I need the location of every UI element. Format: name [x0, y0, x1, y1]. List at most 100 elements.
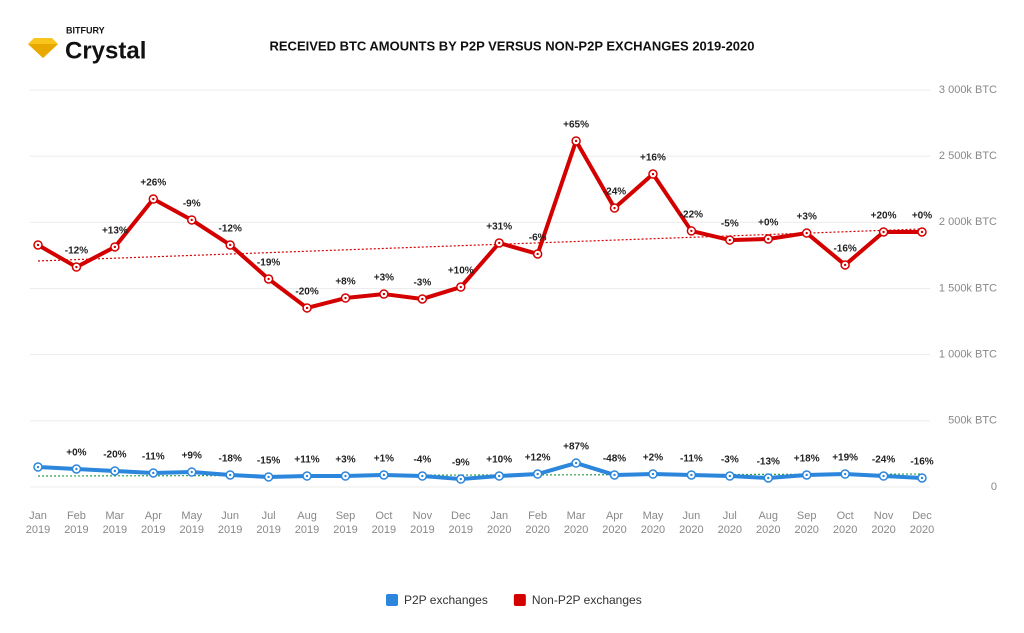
- change-label: -24%: [872, 455, 895, 466]
- change-label: +87%: [563, 442, 589, 453]
- brand-name: Crystal: [65, 37, 146, 64]
- series-line: [37, 461, 923, 482]
- change-label: -4%: [413, 455, 431, 466]
- change-label: -20%: [295, 287, 318, 298]
- x-tick-label: Oct 2019: [372, 510, 396, 536]
- change-label: +10%: [448, 266, 474, 277]
- change-label: +26%: [140, 178, 166, 189]
- point-dot: [574, 139, 578, 143]
- point-dot: [536, 472, 539, 476]
- x-tick-label: Nov 2020: [871, 510, 895, 536]
- point-dot: [305, 306, 309, 310]
- x-tick-label: Dec 2020: [910, 510, 934, 536]
- change-label: +2%: [643, 453, 663, 464]
- trend-line: [37, 473, 923, 477]
- change-label: -11%: [142, 452, 165, 463]
- change-label: -12%: [218, 224, 241, 235]
- x-tick-label: Jun 2019: [218, 510, 242, 536]
- y-tick-label: 2 000k BTC: [939, 216, 997, 228]
- x-tick-label: Nov 2019: [410, 510, 434, 536]
- point-dot: [267, 475, 270, 479]
- point-dot: [75, 467, 78, 471]
- point-dot: [344, 296, 347, 300]
- point-dot: [651, 172, 655, 176]
- change-label: +12%: [525, 453, 551, 464]
- point-dot: [498, 241, 501, 245]
- point-dot: [843, 263, 847, 267]
- series-line: [37, 138, 922, 310]
- x-tick-label: Sep 2019: [333, 510, 357, 536]
- point-dot: [690, 229, 693, 233]
- y-tick-label: 500k BTC: [948, 415, 997, 427]
- y-tick-label: 1 000k BTC: [939, 349, 997, 361]
- change-label: -19%: [257, 258, 280, 269]
- point-dot: [728, 238, 732, 242]
- point-dot: [920, 476, 924, 480]
- point-dot: [382, 473, 386, 477]
- point-dot: [228, 473, 232, 477]
- y-tick-label: 3 000k BTC: [939, 84, 997, 96]
- point-dot: [190, 218, 193, 222]
- change-label: +13%: [102, 226, 128, 237]
- change-label: -5%: [721, 219, 739, 230]
- legend-label: P2P exchanges: [404, 593, 488, 607]
- point-dot: [228, 243, 232, 247]
- y-tick-label: 2 500k BTC: [939, 150, 997, 162]
- change-label: +19%: [832, 453, 858, 464]
- point-dot: [344, 474, 347, 478]
- change-label: -20%: [103, 450, 126, 461]
- x-tick-label: Sep 2020: [794, 510, 818, 536]
- change-label: -3%: [413, 278, 431, 289]
- point-dot: [882, 230, 885, 234]
- y-tick-label: 1 500k BTC: [939, 282, 997, 294]
- change-label: -12%: [65, 246, 88, 257]
- x-tick-label: May 2019: [179, 510, 203, 536]
- x-tick-label: Oct 2020: [833, 510, 857, 536]
- change-label: +3%: [335, 455, 355, 466]
- change-label: -16%: [910, 457, 933, 468]
- brand-small: BITFURY: [66, 25, 105, 35]
- change-label: -13%: [757, 457, 780, 468]
- change-label: +8%: [335, 277, 355, 288]
- change-label: -18%: [218, 454, 241, 465]
- point-dot: [613, 473, 616, 477]
- change-label: +16%: [640, 153, 666, 164]
- point-dot: [382, 292, 386, 296]
- point-dot: [767, 237, 770, 241]
- x-tick-label: Jun 2020: [679, 510, 703, 536]
- change-label: -9%: [452, 458, 470, 469]
- x-tick-label: Jul 2019: [256, 510, 280, 536]
- x-tick-label: Feb 2020: [525, 510, 549, 536]
- trend-line: [37, 228, 923, 262]
- x-tick-label: Mar 2020: [564, 510, 588, 536]
- legend-swatch: [386, 594, 398, 606]
- change-label: +3%: [374, 273, 394, 284]
- change-label: +10%: [486, 455, 512, 466]
- x-tick-label: Feb 2019: [64, 510, 88, 536]
- point-dot: [190, 470, 193, 474]
- change-label: +0%: [758, 218, 778, 229]
- point-dot: [152, 197, 155, 201]
- point-dot: [613, 206, 616, 210]
- point-dot: [459, 477, 462, 481]
- point-dot: [498, 474, 501, 478]
- change-label: -16%: [833, 244, 856, 255]
- x-tick-label: Apr 2020: [602, 510, 626, 536]
- point-dot: [267, 277, 270, 281]
- point-dot: [113, 469, 117, 473]
- point-dot: [805, 473, 808, 477]
- point-dot: [36, 243, 40, 247]
- change-label: +9%: [182, 451, 202, 462]
- point-dot: [36, 465, 40, 469]
- change-label: +11%: [294, 455, 319, 466]
- x-tick-label: Jul 2020: [718, 510, 742, 536]
- change-label: +3%: [797, 212, 817, 223]
- point-dot: [421, 297, 424, 301]
- point-dot: [728, 474, 732, 478]
- logo-icon-shade: [28, 44, 58, 58]
- x-tick-label: Apr 2019: [141, 510, 165, 536]
- point-dot: [113, 245, 117, 249]
- change-label: +31%: [486, 222, 512, 233]
- point-dot: [459, 285, 462, 289]
